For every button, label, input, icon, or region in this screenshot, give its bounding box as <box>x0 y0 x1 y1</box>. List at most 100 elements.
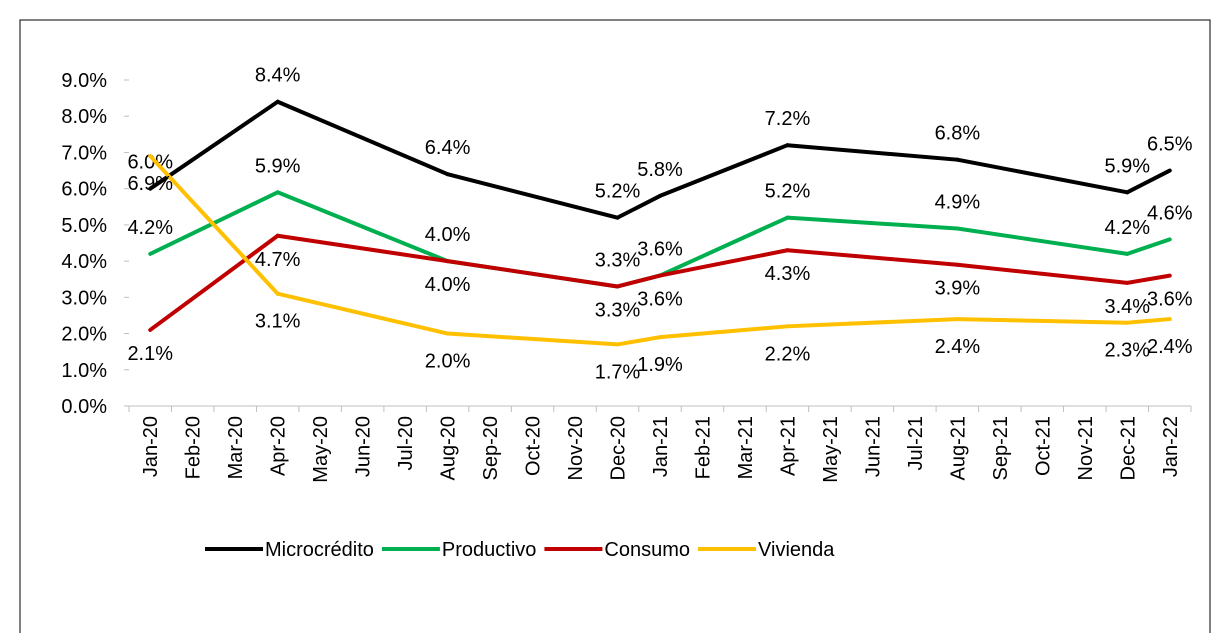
x-tick-label: Apr-21 <box>777 416 799 476</box>
data-label: 3.3% <box>595 299 641 321</box>
x-tick-label: Mar-21 <box>735 416 757 479</box>
line-segment <box>148 99 280 191</box>
line-segment <box>275 291 450 336</box>
data-label: 5.2% <box>595 181 641 203</box>
data-label: 3.9% <box>935 278 981 300</box>
y-tick-label: 3.0% <box>61 287 107 309</box>
data-label: 5.8% <box>637 159 683 181</box>
x-tick-label: Sep-21 <box>990 416 1012 481</box>
line-segment <box>148 154 280 296</box>
data-label: 6.5% <box>1147 134 1193 156</box>
x-tick-label: Oct-21 <box>1032 416 1054 476</box>
line-segment <box>955 226 1130 256</box>
data-label: 6.8% <box>935 123 981 145</box>
data-label: 3.6% <box>637 289 683 311</box>
line-segment <box>1125 168 1172 195</box>
line-segment <box>658 324 790 340</box>
data-label: 5.2% <box>765 181 811 203</box>
line-segment <box>955 317 1130 325</box>
data-label: 8.4% <box>255 65 301 87</box>
x-tick-label: Jan-22 <box>1160 416 1182 477</box>
x-tick-label: Jun-21 <box>862 416 884 477</box>
line-segment <box>658 248 790 278</box>
x-tick-label: Jun-20 <box>353 416 375 477</box>
line-segment <box>615 335 662 347</box>
x-tick-label: Mar-20 <box>225 416 247 479</box>
x-tick-label: Jan-21 <box>650 416 672 477</box>
y-tick-label: 7.0% <box>61 142 107 164</box>
y-tick-label: 1.0% <box>61 360 107 382</box>
x-tick-label: Aug-21 <box>947 416 969 481</box>
data-label: 2.3% <box>1104 340 1150 362</box>
x-tick-label: Jan-20 <box>140 416 162 477</box>
data-label: 1.7% <box>595 361 641 383</box>
data-label: 4.7% <box>255 249 301 271</box>
y-tick-label: 8.0% <box>61 106 107 128</box>
data-label: 7.2% <box>765 108 811 130</box>
x-tick-label: Sep-20 <box>480 416 502 481</box>
line-segment <box>445 331 620 347</box>
line-segment <box>785 317 960 329</box>
x-tick-label: Jul-20 <box>395 416 417 470</box>
data-label: 5.9% <box>255 155 301 177</box>
data-label: 4.2% <box>127 217 173 239</box>
legend-label: Consumo <box>604 539 690 561</box>
y-tick-label: 4.0% <box>61 251 107 273</box>
x-tick-label: Jul-21 <box>905 416 927 470</box>
x-tick-label: Dec-20 <box>608 416 630 480</box>
line-segment <box>785 215 960 231</box>
line-segment <box>658 143 790 198</box>
x-tick-label: Feb-21 <box>692 416 714 479</box>
data-label: 4.0% <box>425 274 471 296</box>
data-label: 4.6% <box>1147 202 1193 224</box>
x-tick-label: Nov-21 <box>1075 416 1097 480</box>
data-label: 3.1% <box>255 311 301 333</box>
data-label: 2.4% <box>935 336 981 358</box>
legend-label: Vivienda <box>758 539 835 561</box>
line-segment <box>275 190 450 264</box>
x-tick-label: Dec-21 <box>1117 416 1139 480</box>
y-tick-label: 0.0% <box>61 396 107 418</box>
y-tick-label: 2.0% <box>61 324 107 346</box>
line-segment <box>658 215 790 278</box>
x-tick-label: Apr-20 <box>268 416 290 476</box>
data-label: 3.3% <box>595 249 641 271</box>
line-segment <box>445 172 620 220</box>
data-label: 2.0% <box>425 351 471 373</box>
line-segment <box>615 273 662 289</box>
x-tick-label: May-21 <box>820 416 842 483</box>
line-segment <box>1125 317 1172 325</box>
data-label: 5.9% <box>1104 155 1150 177</box>
data-label: 4.0% <box>425 224 471 246</box>
line-segment <box>615 193 662 220</box>
data-label: 4.2% <box>1104 217 1150 239</box>
data-label: 3.6% <box>1147 289 1193 311</box>
line-segment <box>148 233 280 332</box>
line-segment <box>275 99 450 177</box>
line-segment <box>785 248 960 267</box>
legend-label: Productivo <box>442 539 537 561</box>
line-segment <box>1125 273 1172 285</box>
x-tick-label: Nov-20 <box>565 416 587 480</box>
line-segment <box>955 157 1130 195</box>
x-tick-label: Aug-20 <box>438 416 460 481</box>
y-tick-label: 9.0% <box>61 70 107 92</box>
x-tick-label: May-20 <box>310 416 332 483</box>
data-label: 3.6% <box>637 239 683 261</box>
line-segment <box>785 143 960 162</box>
legend-label: Microcrédito <box>265 539 374 561</box>
data-label: 6.4% <box>425 137 471 159</box>
data-label: 1.9% <box>637 354 683 376</box>
data-label: 2.1% <box>127 343 173 365</box>
line-segment <box>1125 237 1172 256</box>
y-tick-label: 5.0% <box>61 215 107 237</box>
data-label: 4.3% <box>765 263 811 285</box>
y-tick-label: 6.0% <box>61 179 107 201</box>
line-segment <box>955 262 1130 285</box>
data-label: 4.9% <box>935 192 981 214</box>
x-tick-label: Feb-20 <box>183 416 205 479</box>
line-segment <box>445 259 620 289</box>
x-tick-label: Oct-20 <box>523 416 545 476</box>
